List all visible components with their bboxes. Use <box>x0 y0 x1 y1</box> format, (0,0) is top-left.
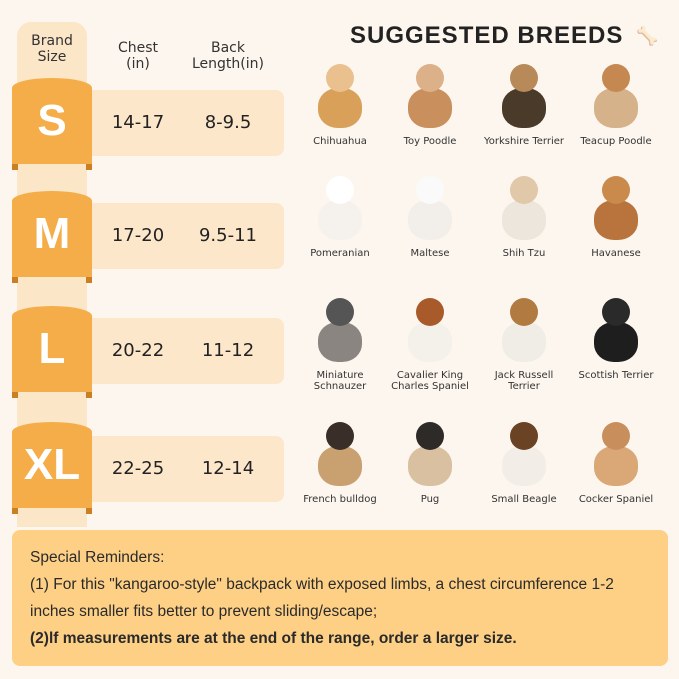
suggested-breeds-title: SUGGESTED BREEDS <box>350 22 624 49</box>
chest-value: 14-17 <box>111 112 165 133</box>
dog-photo <box>494 172 554 244</box>
header-chest: Chest (in) <box>117 40 159 72</box>
dog-photo <box>400 418 460 490</box>
breed-card: Miniature Schnauzer <box>294 294 386 392</box>
breed-name: Miniature Schnauzer <box>313 370 367 392</box>
breed-card: Small Beagle <box>478 418 570 505</box>
dog-photo <box>400 294 460 366</box>
dog-photo <box>494 60 554 132</box>
dog-photo <box>586 60 646 132</box>
breed-name: Cocker Spaniel <box>578 494 654 505</box>
breed-card: Pomeranian <box>294 172 386 259</box>
breed-card: Cavalier King Charles Spaniel <box>384 294 476 392</box>
reminder-2: (2)lf measurements are at the end of the… <box>30 630 517 647</box>
back-length-value: 8-9.5 <box>204 112 252 133</box>
header-back-length: Back Length(in) <box>192 40 264 72</box>
breed-card: Cocker Spaniel <box>570 418 662 505</box>
breed-name: Chihuahua <box>313 136 367 147</box>
reminders-heading: Special Reminders: <box>30 549 165 566</box>
breed-name: Yorkshire Terrier <box>484 136 564 147</box>
breed-name: Cavalier King Charles Spaniel <box>391 370 469 392</box>
special-reminders: Special Reminders: (1) For this "kangaro… <box>12 530 668 666</box>
breed-name: Pug <box>420 494 440 505</box>
breed-name: Scottish Terrier <box>578 370 654 381</box>
breed-name: Toy Poodle <box>403 136 457 147</box>
breed-name: Havanese <box>591 248 641 259</box>
breed-card: Toy Poodle <box>384 60 476 147</box>
breed-card: Pug <box>384 418 476 505</box>
dog-photo <box>310 294 370 366</box>
breed-card: Teacup Poodle <box>570 60 662 147</box>
breed-card: Maltese <box>384 172 476 259</box>
breed-name: French bulldog <box>303 494 377 505</box>
chest-value: 22-25 <box>111 458 165 479</box>
breed-name: Jack Russell Terrier <box>494 370 554 392</box>
size-badge: M <box>12 191 92 283</box>
dog-photo <box>586 294 646 366</box>
breed-name: Small Beagle <box>491 494 557 505</box>
breed-card: Jack Russell Terrier <box>478 294 570 392</box>
breed-card: Chihuahua <box>294 60 386 147</box>
size-row-xl: 22-25 12-14 <box>92 436 284 502</box>
breed-card: French bulldog <box>294 418 386 505</box>
dog-photo <box>310 60 370 132</box>
back-length-value: 11-12 <box>201 340 255 361</box>
size-badge: XL <box>12 422 92 514</box>
chest-value: 20-22 <box>111 340 165 361</box>
breed-card: Havanese <box>570 172 662 259</box>
breed-name: Teacup Poodle <box>580 136 652 147</box>
dog-photo <box>310 418 370 490</box>
dog-photo <box>494 418 554 490</box>
dog-photo <box>400 60 460 132</box>
back-length-value: 12-14 <box>201 458 255 479</box>
size-row-m: 17-20 9.5-11 <box>92 203 284 269</box>
breed-card: Yorkshire Terrier <box>478 60 570 147</box>
chest-value: 17-20 <box>111 225 165 246</box>
breed-name: Pomeranian <box>310 248 370 259</box>
header-brand-size: Brand Size <box>31 33 73 65</box>
dog-photo <box>400 172 460 244</box>
breed-name: Shih Tzu <box>502 248 546 259</box>
dog-photo <box>586 418 646 490</box>
breed-card: Shih Tzu <box>478 172 570 259</box>
bone-icon: 🦴 <box>636 26 659 47</box>
back-length-value: 9.5-11 <box>198 225 258 246</box>
size-row-l: 20-22 11-12 <box>92 318 284 384</box>
size-badge: L <box>12 306 92 398</box>
breed-card: Scottish Terrier <box>570 294 662 381</box>
dog-photo <box>586 172 646 244</box>
dog-photo <box>494 294 554 366</box>
breed-name: Maltese <box>410 248 450 259</box>
size-row-s: 14-17 8-9.5 <box>92 90 284 156</box>
size-badge: S <box>12 78 92 170</box>
reminder-1: (1) For this "kangaroo-style" backpack w… <box>30 576 614 620</box>
dog-photo <box>310 172 370 244</box>
